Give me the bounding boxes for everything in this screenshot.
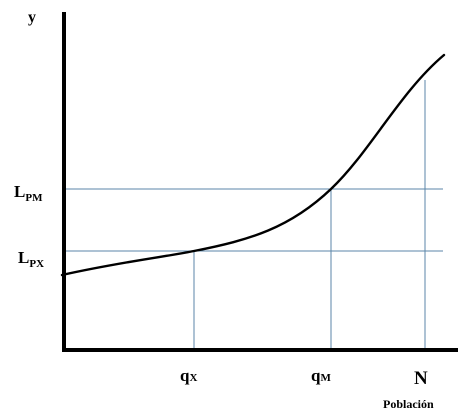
y-tick-label-lpm: LPM xyxy=(14,182,43,204)
x-tick-label-qx: qX xyxy=(180,366,197,385)
x-tick-label-n: N xyxy=(414,368,428,389)
y-axis-label: y xyxy=(28,9,36,26)
y-tick-label-lpx: LPX xyxy=(18,248,44,270)
population-curve xyxy=(60,53,446,277)
x-axis-label: Población xyxy=(383,397,434,411)
x-tick-label-qm: qM xyxy=(311,366,331,385)
